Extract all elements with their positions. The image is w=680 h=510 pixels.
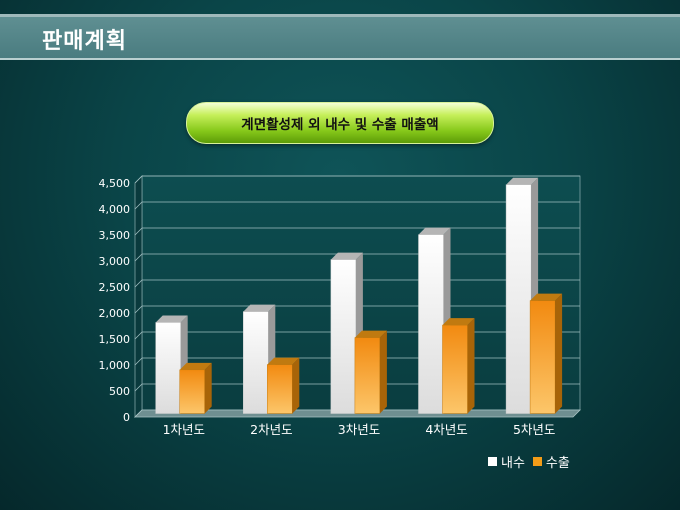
bar-domestic [505, 184, 532, 414]
bar-export-side [204, 362, 212, 414]
gridline-side [134, 253, 143, 262]
bar-export-side [379, 330, 387, 414]
bar-export-side [555, 293, 563, 414]
bar-export [442, 324, 468, 414]
legend-item-domestic: 내수 [488, 452, 525, 471]
legend-item-export: 수출 [532, 452, 570, 471]
bar-domestic [155, 322, 181, 414]
bar-export [529, 300, 556, 414]
y-tick-label: 0 [123, 411, 130, 424]
y-tick-label: 1,000 [99, 359, 131, 372]
y-tick-label: 500 [109, 385, 130, 398]
gridline-side [134, 305, 143, 314]
bar-export [267, 364, 293, 414]
y-tick-label: 2,000 [99, 307, 131, 320]
chart-title-pill: 계면활성제 외 내수 및 수출 매출액 [186, 102, 494, 144]
gridline-side [134, 357, 143, 366]
y-tick-label: 2,500 [99, 281, 131, 294]
legend-swatch-export [532, 457, 542, 466]
bar-domestic [330, 259, 357, 414]
bar-export-top [442, 318, 475, 326]
x-tick-label: 4차년도 [425, 422, 467, 437]
bar-export-top [179, 362, 212, 370]
legend-label-export: 수출 [545, 456, 570, 471]
bar-domestic-top [155, 315, 188, 323]
header-top-line [0, 14, 680, 17]
legend-label-domestic: 내수 [501, 456, 525, 471]
x-tick-label: 3차년도 [338, 422, 380, 437]
bar-domestic-top [506, 177, 539, 185]
bar-domestic-top [243, 304, 276, 312]
y-tick-label: 3,500 [99, 229, 131, 242]
bar-export [179, 369, 205, 414]
y-tick-label: 4,000 [99, 203, 131, 216]
x-tick-label: 5차년도 [513, 422, 555, 437]
bar-export-top [530, 293, 563, 301]
gridline-side [134, 227, 143, 236]
bar-domestic [243, 311, 269, 414]
bar-export-top [354, 330, 387, 338]
x-tick-label: 2차년도 [250, 422, 292, 437]
y-tick-label: 4,500 [99, 177, 131, 190]
gridline-side [134, 383, 143, 392]
chart-side-wall [134, 175, 143, 418]
gridline-side [134, 279, 143, 288]
bar-export-top [267, 357, 300, 365]
gridline-side [134, 175, 143, 184]
chart-title: 계면활성제 외 내수 및 수출 매출액 [241, 117, 439, 133]
legend-swatch-domestic [488, 457, 497, 466]
bar-domestic-top [330, 252, 363, 260]
y-tick-label: 1,500 [99, 333, 131, 346]
page-title: 판매계획 [42, 29, 127, 54]
bar-export-side [292, 357, 300, 414]
y-tick-label: 3,000 [99, 255, 131, 268]
bar-domestic-top [418, 227, 451, 235]
bar-export [354, 337, 381, 414]
x-tick-label: 1차년도 [163, 422, 205, 437]
header-bar: 판매계획 [0, 17, 680, 60]
bar-domestic [418, 234, 444, 414]
chart-legend: 내수 수출 [488, 452, 578, 471]
gridline-side [134, 331, 143, 340]
gridline-side [134, 201, 143, 210]
bar-export-side [467, 318, 475, 414]
